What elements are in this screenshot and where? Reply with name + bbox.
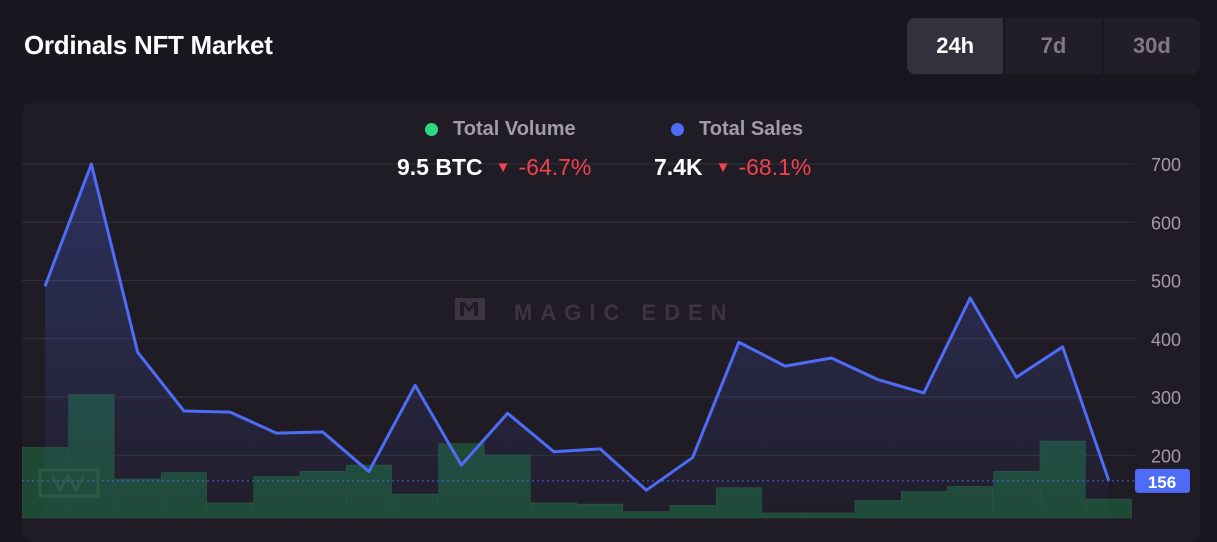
current-value-text: 156	[1148, 473, 1176, 492]
y-tick-label: 700	[1151, 155, 1181, 175]
tab-24h[interactable]: 24h	[907, 18, 1006, 74]
sales-dot-icon	[671, 123, 684, 136]
sales-label: Total Sales	[699, 118, 804, 140]
magic-eden-logo-icon	[455, 298, 485, 320]
y-tick-label: 500	[1151, 272, 1181, 292]
y-tick-label: 600	[1151, 213, 1181, 233]
chart-legend: Total Volume 9.5 BTC ▼ -64.7% Total Sale…	[0, 118, 1217, 188]
watermark: MAGIC EDEN	[455, 298, 735, 325]
volume-value: 9.5 BTC	[397, 154, 483, 180]
sales-change: -68.1%	[738, 154, 812, 180]
y-tick-label: 200	[1151, 446, 1181, 466]
tab-30d[interactable]: 30d	[1132, 33, 1171, 58]
down-arrow-icon: ▼	[715, 159, 731, 176]
time-range-tabs: 24h 7d 30d	[907, 18, 1200, 74]
sales-line	[43, 162, 1111, 492]
legend-sales: Total Sales 7.4K ▼ -68.1%	[654, 118, 811, 181]
legend-volume: Total Volume 9.5 BTC ▼ -64.7%	[397, 118, 591, 181]
volume-change: -64.7%	[518, 154, 592, 180]
sales-value: 7.4K	[654, 154, 703, 180]
tab-7d[interactable]: 7d	[1005, 18, 1104, 74]
sales-area	[45, 164, 1109, 518]
y-tick-label: 400	[1151, 330, 1181, 350]
volume-dot-icon	[425, 123, 438, 136]
y-tick-label: 300	[1151, 388, 1181, 408]
page-title: Ordinals NFT Market	[24, 30, 273, 60]
volume-label: Total Volume	[453, 118, 576, 140]
down-arrow-icon: ▼	[495, 159, 511, 176]
watermark-text: MAGIC EDEN	[514, 300, 735, 325]
chart-svg: MAGIC EDEN 156 200 300 400 500 600 700	[22, 155, 1190, 519]
current-value-badge	[1135, 468, 1190, 493]
bottom-left-logo-icon	[38, 468, 100, 498]
